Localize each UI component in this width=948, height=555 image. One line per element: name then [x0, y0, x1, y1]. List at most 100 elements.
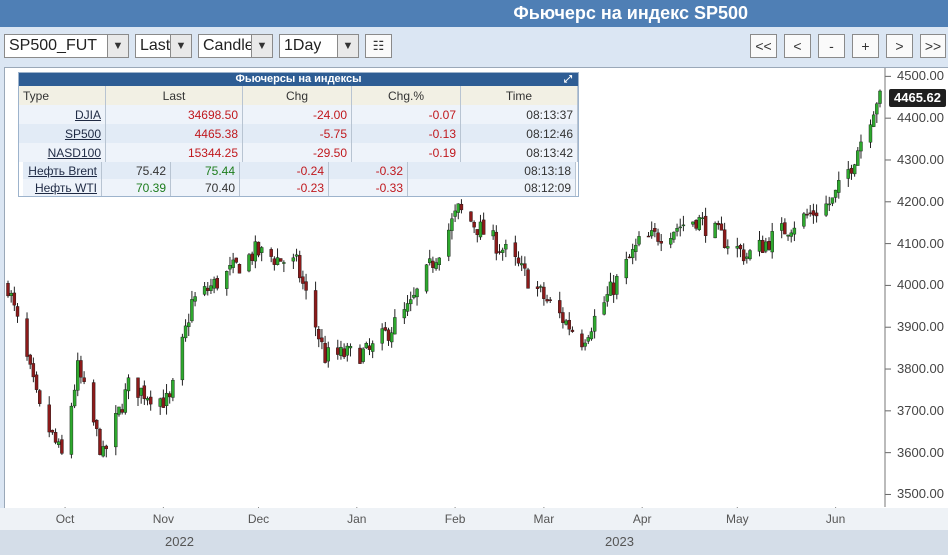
candle-up[interactable]	[589, 331, 594, 340]
candle-up[interactable]	[745, 256, 749, 259]
candle-up[interactable]	[871, 114, 876, 127]
candle-down[interactable]	[719, 223, 724, 231]
candle-up[interactable]	[412, 294, 416, 298]
candle-up[interactable]	[802, 213, 806, 227]
candle-down[interactable]	[28, 354, 32, 365]
candle-down[interactable]	[269, 249, 273, 257]
candle-up[interactable]	[282, 262, 286, 264]
nav-next-button[interactable]: >	[886, 34, 913, 58]
chart-style-select[interactable]: Candle ▼	[198, 34, 273, 58]
candle-down[interactable]	[716, 223, 720, 226]
candle-up[interactable]	[437, 257, 441, 266]
candle-up[interactable]	[294, 254, 299, 257]
candle-up[interactable]	[370, 343, 375, 352]
candle-down[interactable]	[98, 428, 102, 455]
candle-down[interactable]	[323, 343, 327, 363]
candle-up[interactable]	[424, 264, 429, 292]
candle-down[interactable]	[849, 167, 854, 174]
candle-down[interactable]	[298, 255, 302, 279]
nav-first-button[interactable]: <<	[750, 34, 777, 58]
candle-up[interactable]	[434, 262, 438, 269]
candle-down[interactable]	[542, 286, 546, 299]
candle-up[interactable]	[846, 169, 850, 179]
candle-down[interactable]	[741, 249, 746, 262]
candle-down[interactable]	[653, 228, 657, 232]
candle-down[interactable]	[494, 231, 499, 254]
candle-up[interactable]	[583, 342, 587, 347]
candle-down[interactable]	[120, 409, 124, 413]
candle-down[interactable]	[561, 312, 565, 323]
zoom-out-button[interactable]: -	[818, 34, 845, 58]
candle-up[interactable]	[76, 360, 80, 391]
candle-up[interactable]	[824, 203, 828, 216]
candle-up[interactable]	[187, 322, 191, 328]
candle-up[interactable]	[202, 286, 207, 295]
candle-up[interactable]	[193, 296, 197, 302]
candle-up[interactable]	[678, 226, 682, 229]
candle-up[interactable]	[789, 232, 793, 237]
candle-down[interactable]	[523, 263, 527, 269]
candle-up[interactable]	[326, 347, 330, 362]
candle-up[interactable]	[615, 276, 619, 295]
candle-up[interactable]	[764, 241, 768, 252]
instrument-link[interactable]: NASD100	[19, 143, 106, 162]
candle-up[interactable]	[868, 124, 873, 143]
candle-up[interactable]	[856, 150, 860, 166]
candle-up[interactable]	[145, 398, 150, 401]
candle-down[interactable]	[367, 345, 372, 350]
candle-up[interactable]	[209, 285, 213, 291]
symbol-select[interactable]: SP500_FUT ▼	[4, 34, 129, 58]
candle-up[interactable]	[852, 164, 857, 175]
candle-down[interactable]	[317, 329, 321, 340]
candle-down[interactable]	[513, 242, 518, 257]
candle-down[interactable]	[313, 290, 318, 328]
candle-up[interactable]	[69, 405, 74, 455]
candle-up[interactable]	[519, 263, 524, 266]
candle-down[interactable]	[53, 432, 58, 443]
instrument-link[interactable]: SP500	[19, 124, 106, 143]
candle-up[interactable]	[72, 389, 77, 407]
candle-up[interactable]	[713, 222, 717, 239]
candle-down[interactable]	[469, 211, 473, 222]
candle-up[interactable]	[608, 281, 613, 296]
candle-up[interactable]	[504, 244, 508, 250]
candle-up[interactable]	[602, 302, 606, 315]
candle-down[interactable]	[358, 347, 362, 364]
candle-down[interactable]	[656, 232, 660, 242]
candle-up[interactable]	[624, 258, 629, 279]
indicators-button[interactable]: ☷	[365, 34, 392, 58]
candle-up[interactable]	[9, 292, 13, 296]
candle-up[interactable]	[247, 254, 251, 272]
candle-down[interactable]	[472, 221, 476, 228]
table-row[interactable]: DJIA 34698.50 -24.00 -0.07 08:13:37	[19, 105, 578, 124]
candle-up[interactable]	[675, 228, 679, 232]
candle-down[interactable]	[548, 299, 552, 301]
candle-down[interactable]	[760, 240, 765, 253]
candle-up[interactable]	[212, 279, 216, 289]
candle-up[interactable]	[123, 389, 128, 413]
candle-up[interactable]	[491, 230, 495, 237]
candle-down[interactable]	[82, 377, 86, 382]
candle-up[interactable]	[405, 303, 410, 312]
candle-up[interactable]	[259, 247, 264, 253]
candle-down[interactable]	[304, 281, 308, 291]
candle-down[interactable]	[738, 245, 743, 250]
candle-up[interactable]	[171, 379, 175, 398]
candle-down[interactable]	[301, 276, 305, 284]
table-row[interactable]: Нефть Brent 75.42 75.44 -0.24 -0.32 08:1…	[23, 162, 576, 179]
candle-up[interactable]	[225, 271, 229, 289]
candle-down[interactable]	[60, 439, 64, 454]
candle-up[interactable]	[117, 406, 121, 415]
candle-down[interactable]	[386, 329, 391, 341]
chevron-down-icon[interactable]: ▼	[251, 35, 272, 57]
candle-down[interactable]	[38, 390, 42, 404]
candle-down[interactable]	[535, 286, 540, 289]
candle-down[interactable]	[783, 222, 787, 235]
candle-up[interactable]	[361, 348, 365, 362]
candle-down[interactable]	[481, 219, 486, 235]
candle-down[interactable]	[234, 257, 239, 263]
candle-down[interactable]	[722, 229, 727, 248]
candle-up[interactable]	[57, 441, 61, 445]
candle-down[interactable]	[659, 241, 663, 244]
candle-up[interactable]	[447, 229, 451, 257]
